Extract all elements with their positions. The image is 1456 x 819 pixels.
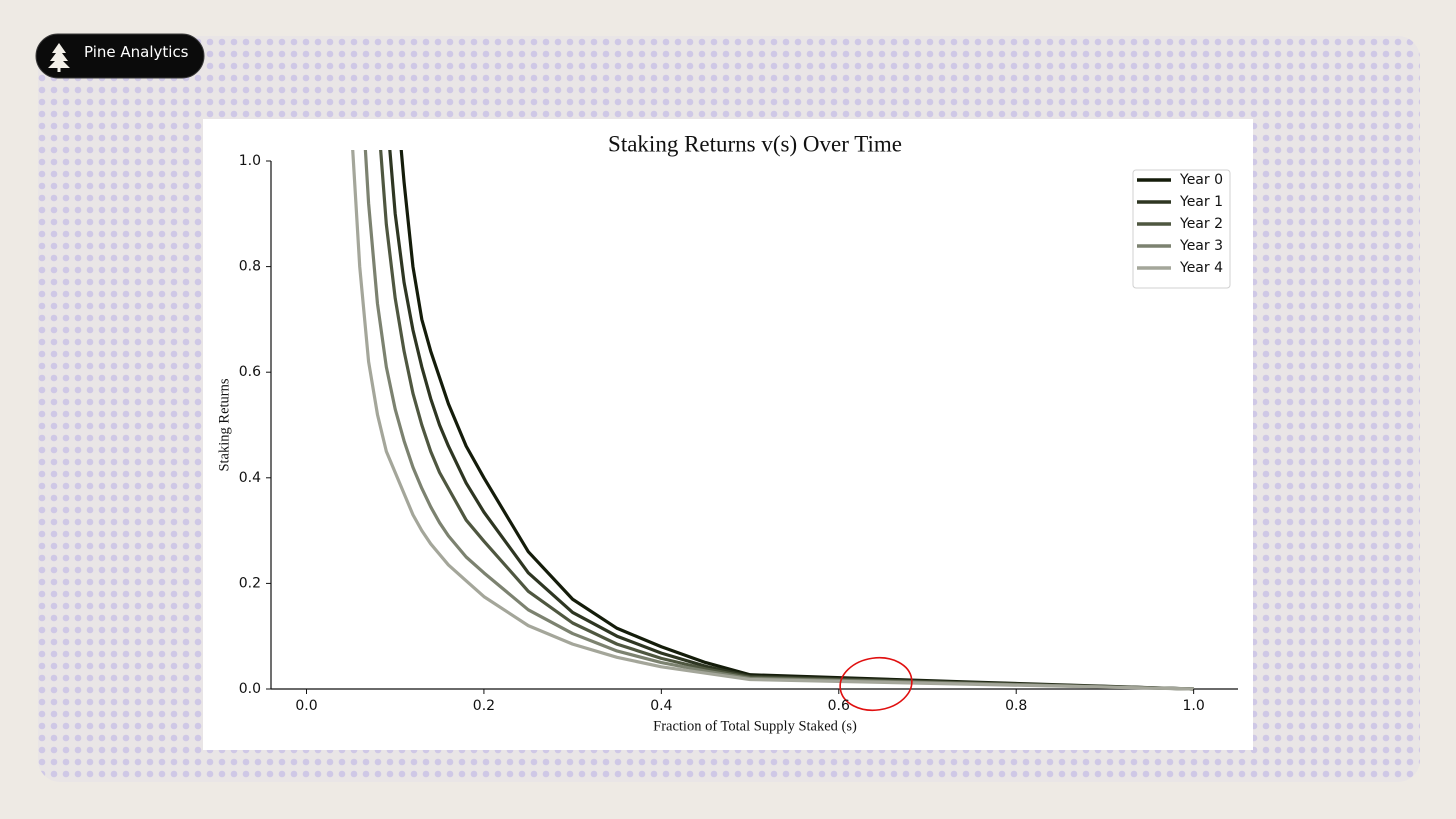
series-line — [379, 150, 1194, 691]
legend-label: Year 3 — [1179, 238, 1223, 254]
legend-label: Year 4 — [1179, 260, 1223, 276]
x-tick-label: 1.0 — [1183, 698, 1205, 714]
y-tick-label: 0.0 — [239, 681, 261, 697]
brand-badge[interactable]: Pine Analytics — [35, 33, 205, 79]
chart-card — [203, 119, 1253, 750]
y-tick-label: 0.8 — [239, 259, 261, 275]
y-tick-label: 1.0 — [239, 153, 261, 169]
y-axis-label: Staking Returns — [216, 378, 232, 471]
series-line — [399, 150, 1194, 691]
x-tick-label: 0.0 — [295, 698, 317, 714]
brand-name: Pine Analytics — [84, 43, 189, 61]
plot-area — [351, 150, 1194, 691]
legend-label: Year 1 — [1179, 194, 1223, 210]
annotation-circle — [839, 656, 913, 712]
legend-label: Year 2 — [1179, 216, 1223, 232]
y-tick-label: 0.6 — [239, 364, 261, 380]
x-axis-label: Fraction of Total Supply Staked (s) — [653, 718, 857, 734]
y-tick-label: 0.4 — [239, 470, 261, 486]
legend-label: Year 0 — [1179, 172, 1223, 188]
y-tick-label: 0.2 — [239, 575, 261, 591]
x-tick-label: 0.8 — [1005, 698, 1027, 714]
x-tick-label: 0.4 — [650, 698, 672, 714]
x-tick-label: 0.6 — [828, 698, 850, 714]
legend-box — [1132, 169, 1231, 289]
x-tick-label: 0.2 — [473, 698, 495, 714]
series-line — [351, 150, 1194, 691]
series-line — [388, 150, 1194, 691]
legend: Year 0 Year 1 Year 2 Year 3 Year 4 — [1132, 169, 1231, 289]
series-line — [363, 150, 1194, 691]
chart-title: Staking Returns v(s) Over Time — [608, 131, 902, 156]
